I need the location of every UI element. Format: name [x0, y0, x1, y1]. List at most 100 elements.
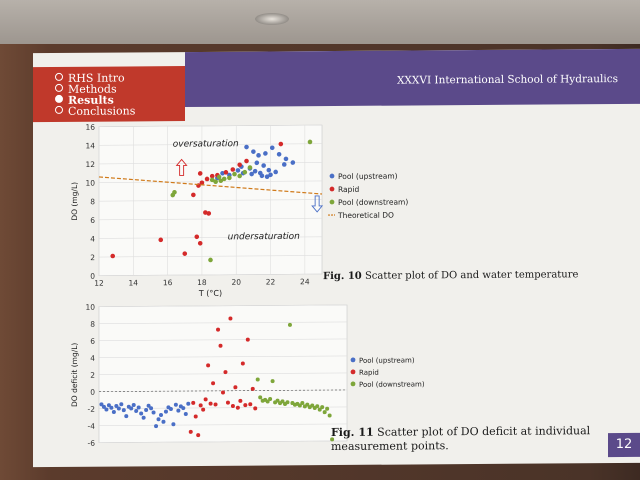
y-gridline — [99, 304, 347, 307]
y-tick-label: 10 — [85, 179, 95, 188]
data-point — [197, 171, 203, 176]
data-point — [141, 415, 146, 420]
data-point — [297, 403, 302, 408]
data-point — [124, 414, 129, 419]
data-point — [264, 174, 270, 180]
data-point — [251, 149, 256, 154]
y-gridline — [99, 180, 322, 183]
data-point — [283, 156, 289, 162]
data-point — [146, 403, 151, 408]
data-point — [228, 316, 233, 321]
data-point — [300, 400, 305, 405]
data-point — [209, 173, 215, 179]
legend-swatch — [350, 357, 356, 363]
data-point — [307, 139, 313, 145]
data-point — [255, 377, 260, 382]
data-point — [163, 409, 168, 414]
data-point — [253, 406, 258, 411]
y-tick-label: -4 — [88, 422, 96, 431]
data-point — [221, 390, 225, 395]
data-point — [263, 151, 268, 156]
data-point — [206, 211, 212, 216]
data-point — [230, 167, 236, 172]
legend-label: Pool (upstream) — [359, 356, 415, 364]
data-point — [106, 403, 111, 408]
data-point — [276, 151, 282, 157]
ceiling — [0, 0, 640, 44]
data-point — [196, 433, 201, 438]
data-point — [265, 399, 270, 404]
nav-item-conclusions[interactable]: Conclusions — [55, 104, 135, 118]
y-tick-label: 6 — [90, 216, 95, 225]
data-point — [280, 399, 285, 404]
data-point — [235, 405, 240, 410]
data-point — [237, 173, 242, 179]
legend-label: Rapid — [338, 185, 359, 194]
data-point — [209, 177, 215, 183]
y-gridline — [99, 255, 322, 258]
data-point — [159, 413, 163, 418]
series-line-theoretical — [98, 176, 323, 195]
fig10-caption: Fig. 10 Scatter plot of DO and water tem… — [323, 269, 578, 282]
data-point — [270, 379, 275, 384]
y-gridline — [99, 423, 347, 426]
annotation-undersaturation: undersaturation — [228, 232, 301, 243]
data-point — [238, 398, 243, 403]
y-tick-label: 0 — [90, 272, 95, 281]
data-point — [247, 165, 253, 170]
y-tick-label: 16 — [85, 123, 95, 132]
data-point — [233, 385, 238, 390]
x-tick-label: 24 — [300, 277, 310, 286]
data-point — [151, 410, 156, 415]
y-gridline — [99, 355, 347, 358]
slide-nav-list: RHS Intro Methods Results Conclusions — [55, 71, 135, 118]
data-point — [290, 160, 296, 165]
data-point — [225, 400, 230, 405]
legend-swatch — [329, 173, 335, 179]
data-point — [156, 417, 161, 422]
data-point — [242, 169, 248, 175]
x-tick-label: 20 — [231, 278, 241, 287]
chart-do-deficit: -6 -4 -2 0 2 4 6 8 10 DO deficit (mg/L) Pool (upst… — [70, 303, 425, 448]
data-point — [221, 176, 227, 182]
data-point — [235, 168, 241, 173]
data-point — [305, 402, 310, 407]
x-tick-label: 18 — [197, 278, 207, 287]
annotation-oversaturation: oversaturation — [173, 139, 239, 149]
data-point — [129, 406, 134, 411]
data-point — [109, 405, 114, 410]
y-tick-label: 8 — [90, 197, 95, 206]
y-tick-label: 0 — [90, 388, 95, 397]
data-point — [285, 400, 290, 405]
data-point — [237, 162, 242, 168]
data-point — [254, 160, 260, 166]
data-point — [266, 167, 272, 173]
data-point — [250, 386, 255, 391]
data-point — [149, 406, 154, 411]
y-gridline — [99, 372, 347, 375]
down-arrow-icon — [311, 195, 324, 213]
y-gridline — [99, 440, 347, 443]
y-gridline — [99, 199, 322, 202]
legend-swatch — [329, 199, 335, 205]
data-point — [172, 189, 177, 195]
data-point — [101, 404, 106, 409]
data-point — [258, 395, 263, 400]
data-point — [213, 402, 218, 407]
y-tick-label: 12 — [85, 160, 95, 169]
presentation-slide: XXXVI International School of Hydraulics… — [33, 48, 640, 468]
x-tick-label: 16 — [163, 278, 173, 287]
data-point — [213, 179, 218, 185]
data-point — [249, 171, 254, 177]
y-tick-label: 14 — [85, 141, 95, 150]
data-point — [208, 401, 213, 406]
data-point — [206, 363, 211, 368]
data-point — [199, 180, 205, 186]
y-gridline — [99, 217, 322, 221]
y-tick-label: 8 — [90, 320, 95, 329]
fig10-caption-label: Fig. 10 — [323, 270, 362, 283]
data-point — [223, 170, 229, 175]
data-point — [315, 404, 320, 409]
data-point — [201, 407, 206, 412]
data-point — [104, 407, 109, 412]
